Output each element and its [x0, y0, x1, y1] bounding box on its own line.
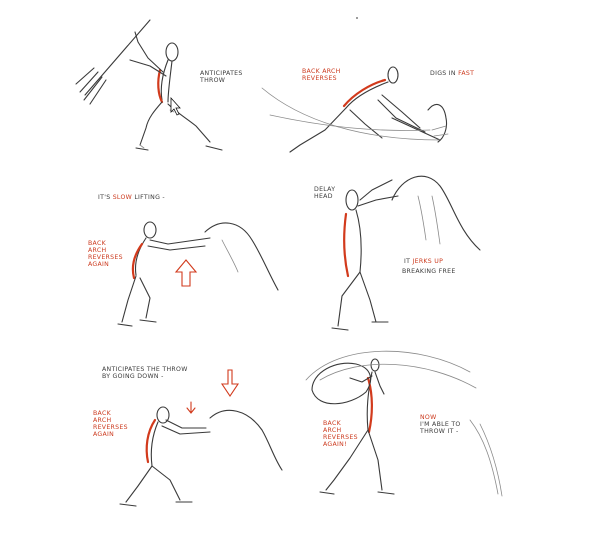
note-slow-suffix: LIFTING - — [132, 194, 165, 201]
note-back-arch-reverses-again-3: BACK ARCH REVERSES AGAIN! — [323, 420, 358, 449]
figure-jerks-up — [331, 175, 481, 331]
note-jerks-up: IT JERKS UP — [404, 258, 443, 265]
note-digs-in-fast: DIGS IN FAST — [430, 70, 474, 77]
figure-pitchfork-raise — [75, 19, 223, 151]
figure-slow-lift — [117, 221, 279, 327]
note-digs-in-label: DIGS IN — [430, 70, 459, 77]
note-back-arch-reverses-again-2: BACK ARCH REVERSES AGAIN — [93, 410, 128, 439]
note-jerks-prefix: IT — [404, 258, 413, 265]
note-back-arch-reverses: BACK ARCH REVERSES — [302, 68, 341, 83]
note-anticipates-down: ANTICIPATES THE THROW BY GOING DOWN - — [102, 366, 188, 381]
note-jerks-emphasis: JERKS UP — [412, 258, 444, 265]
note-delay-head: DELAY HEAD — [314, 186, 336, 201]
figure-goes-down — [119, 369, 283, 507]
figure-throw — [305, 350, 503, 497]
note-breaking-free: BREAKING FREE — [402, 268, 456, 275]
note-fast-emphasis: FAST — [458, 70, 475, 77]
note-able-to-throw: I'M ABLE TO THROW IT - — [420, 421, 461, 436]
figure-digs-in — [261, 66, 449, 153]
note-back-arch-reverses-again-1: BACK ARCH REVERSES AGAIN — [88, 240, 123, 269]
note-slow-lifting: IT'S SLOW LIFTING - — [98, 194, 165, 201]
note-now: NOW — [420, 414, 437, 421]
note-anticipates-throw: ANTICIPATES THROW — [200, 70, 243, 85]
note-slow-prefix: IT'S — [98, 194, 113, 201]
note-slow-emphasis: SLOW — [112, 194, 133, 201]
